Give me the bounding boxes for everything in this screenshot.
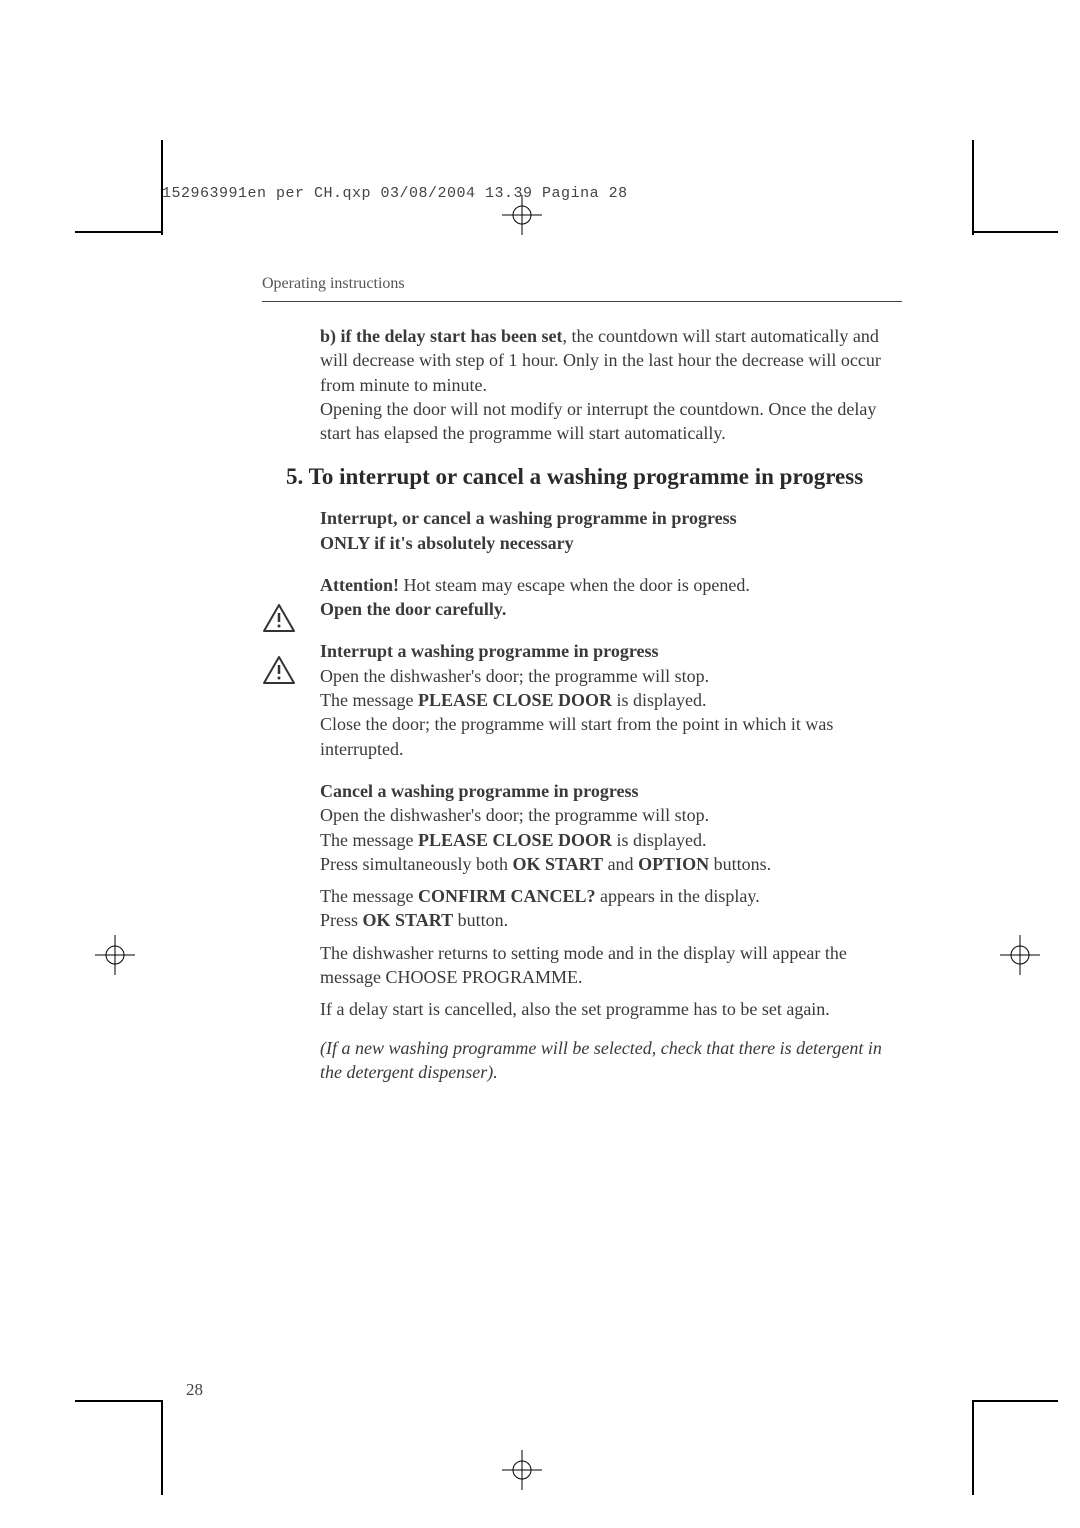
text: is displayed. <box>612 690 707 710</box>
text: If a delay start is cancelled, also the … <box>320 999 830 1019</box>
text-bold: OK START <box>363 910 454 930</box>
text: Press <box>320 910 363 930</box>
page-content: Operating instructions b) if the delay s… <box>262 275 902 1102</box>
text: The dishwasher returns to setting mode a… <box>320 943 847 987</box>
text-bold: OPTION <box>638 854 709 874</box>
text: Open the dishwasher's door; the programm… <box>320 805 709 825</box>
crop-mark <box>972 1400 974 1495</box>
text: The message <box>320 886 418 906</box>
subheading: Cancel a washing programme in progress <box>320 781 639 801</box>
text: appears in the display. <box>595 886 759 906</box>
text: is displayed. <box>612 830 707 850</box>
cancel-italic-note: (If a new washing programme will be sele… <box>320 1036 902 1085</box>
crop-mark <box>161 1400 163 1495</box>
text: The message <box>320 830 418 850</box>
text-bold: PLEASE CLOSE DOOR <box>418 690 612 710</box>
section-heading: 5. To interrupt or cancel a washing prog… <box>286 463 902 492</box>
page-number: 28 <box>186 1380 203 1400</box>
text-bold: ONLY if it's absolutely necessary <box>320 533 574 553</box>
text: Close the door; the programme will start… <box>320 714 833 758</box>
registration-mark-icon <box>502 1450 542 1490</box>
text-bold: OK START <box>513 854 604 874</box>
text-italic: (If a new washing programme will be sele… <box>320 1038 882 1082</box>
divider <box>262 301 902 302</box>
text-bold: PLEASE CLOSE DOOR <box>418 830 612 850</box>
text-bold: Open the door carefully. <box>320 599 506 619</box>
section-label: Operating instructions <box>262 275 902 293</box>
crop-mark <box>75 1400 161 1402</box>
text: Open the dishwasher's door; the programm… <box>320 666 709 686</box>
text: button. <box>453 910 508 930</box>
cancel-confirm: The message CONFIRM CANCEL? appears in t… <box>320 884 902 933</box>
text: The message <box>320 690 418 710</box>
warning-block-1: Interrupt, or cancel a washing programme… <box>320 506 902 555</box>
text: and <box>603 854 638 874</box>
crop-mark <box>75 231 161 233</box>
text-bold: Attention! <box>320 575 399 595</box>
crop-mark <box>972 140 974 235</box>
registration-mark-icon <box>95 935 135 975</box>
print-header: 152963991en per CH.qxp 03/08/2004 13.39 … <box>162 185 628 202</box>
text-bold: CONFIRM CANCEL? <box>418 886 596 906</box>
cancel-note: If a delay start is cancelled, also the … <box>320 997 902 1021</box>
crop-mark <box>972 231 1058 233</box>
text-bold: Interrupt, or cancel a washing programme… <box>320 508 737 528</box>
text: Press simultaneously both <box>320 854 513 874</box>
text: Hot steam may escape when the door is op… <box>399 575 750 595</box>
interrupt-block: Interrupt a washing programme in progres… <box>320 639 902 760</box>
text: buttons. <box>709 854 771 874</box>
cancel-result: The dishwasher returns to setting mode a… <box>320 941 902 990</box>
warning-block-2: Attention! Hot steam may escape when the… <box>320 573 902 622</box>
subheading: Interrupt a washing programme in progres… <box>320 641 659 661</box>
cancel-block: Cancel a washing programme in progress O… <box>320 779 902 876</box>
paragraph-delay-start: b) if the delay start has been set, the … <box>320 324 902 445</box>
registration-mark-icon <box>1000 935 1040 975</box>
text-bold: b) if the delay start has been set <box>320 326 562 346</box>
crop-mark <box>972 1400 1058 1402</box>
